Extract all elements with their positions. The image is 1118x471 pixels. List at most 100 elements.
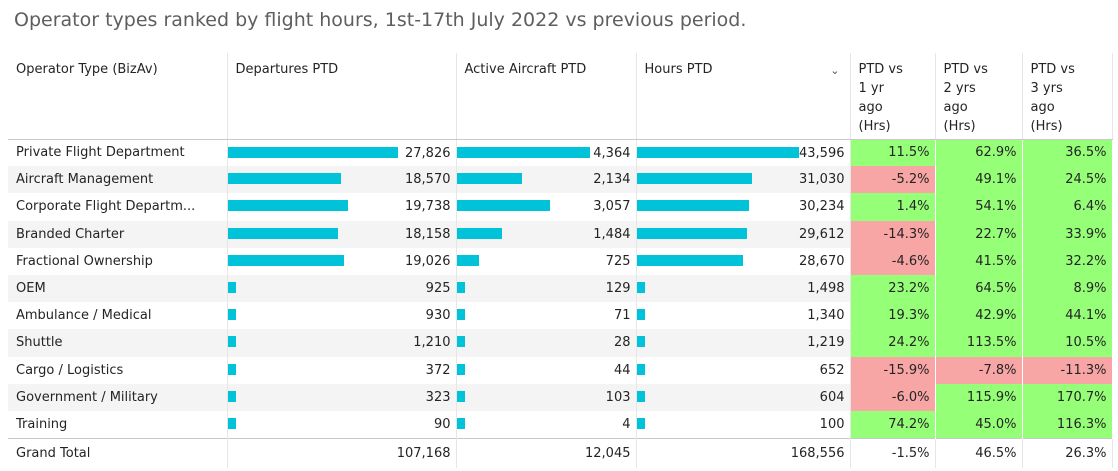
table-row[interactable]: OEM 925 129 1,498 23.2% 64.5% 8.9% bbox=[8, 274, 1113, 303]
row-departures-cell: 925 bbox=[227, 274, 457, 303]
column-header-hours[interactable]: Hours PTD ⌄ bbox=[636, 53, 851, 140]
column-header-pct2[interactable]: PTD vs 2 yrs ago (Hrs) bbox=[935, 53, 1023, 140]
aircraft-bar bbox=[456, 281, 465, 293]
departures-bar bbox=[227, 390, 236, 402]
row-pct1-cell: -6.0% bbox=[850, 383, 936, 411]
table-row[interactable]: Fractional Ownership 19,026 725 28,670 -4.6%… bbox=[8, 247, 1113, 275]
total-pct2: 46.5% bbox=[935, 437, 1023, 469]
row-pct2-cell: 54.1% bbox=[935, 193, 1023, 221]
table-row[interactable]: Branded Charter 18,158 1,484 29,612 -14.3% 22… bbox=[8, 220, 1113, 248]
table-row[interactable]: Aircraft Management 18,570 2,134 31,030 -5.2… bbox=[8, 166, 1113, 194]
column-header-pct3[interactable]: PTD vs 3 yrs ago (Hrs) bbox=[1022, 53, 1113, 140]
departures-value: 18,570 bbox=[405, 172, 451, 188]
aircraft-bar bbox=[456, 363, 465, 375]
total-aircraft: 12,045 bbox=[456, 437, 637, 469]
row-pct1-cell: -5.2% bbox=[850, 166, 936, 194]
aircraft-value: 725 bbox=[605, 253, 631, 269]
row-pct3-cell: -11.3% bbox=[1022, 356, 1113, 384]
aircraft-value: 129 bbox=[605, 280, 631, 296]
departures-value: 19,026 bbox=[405, 253, 451, 269]
row-pct3-cell: 36.5% bbox=[1022, 139, 1113, 167]
row-departures-cell: 90 bbox=[227, 410, 457, 439]
row-pct2-cell: 45.0% bbox=[935, 410, 1023, 439]
hours-value: 30,234 bbox=[799, 199, 845, 215]
column-header-aircraft[interactable]: Active Aircraft PTD bbox=[456, 53, 637, 140]
table-row[interactable]: Government / Military 323 103 604 -6.0% 115.9… bbox=[8, 383, 1113, 411]
hours-value: 100 bbox=[819, 416, 845, 432]
row-operator-label: Shuttle bbox=[8, 329, 228, 357]
row-hours-cell: 43,596 bbox=[636, 139, 851, 167]
column-header-operator[interactable]: Operator Type (BizAv) bbox=[8, 53, 228, 140]
total-label: Grand Total bbox=[8, 437, 228, 469]
row-aircraft-cell: 71 bbox=[456, 302, 637, 330]
aircraft-value: 4,364 bbox=[593, 145, 631, 161]
table-row[interactable]: Cargo / Logistics 372 44 652 -15.9% -7.8% -11.… bbox=[8, 356, 1113, 384]
row-pct1-cell: -14.3% bbox=[850, 220, 936, 248]
table-row[interactable]: Corporate Flight Departm... 19,738 3,057 30… bbox=[8, 193, 1113, 221]
departures-value: 18,158 bbox=[405, 226, 451, 242]
row-aircraft-cell: 103 bbox=[456, 383, 637, 411]
row-hours-cell: 100 bbox=[636, 410, 851, 439]
column-header-departures[interactable]: Departures PTD bbox=[227, 53, 457, 140]
total-hours: 168,556 bbox=[636, 437, 851, 469]
row-operator-label: Private Flight Department bbox=[8, 139, 228, 167]
row-pct3-cell: 24.5% bbox=[1022, 166, 1113, 194]
table-row[interactable]: Ambulance / Medical 930 71 1,340 19.3% 42.9% 4… bbox=[8, 302, 1113, 330]
hours-bar bbox=[636, 173, 752, 185]
aircraft-bar bbox=[456, 227, 502, 239]
departures-value: 90 bbox=[433, 416, 451, 432]
table-row[interactable]: Shuttle 1,210 28 1,219 24.2% 113.5% 10.5% bbox=[8, 329, 1113, 357]
aircraft-value: 3,057 bbox=[593, 199, 631, 215]
hours-bar bbox=[636, 336, 645, 348]
row-departures-cell: 27,826 bbox=[227, 139, 457, 167]
row-departures-cell: 1,210 bbox=[227, 329, 457, 357]
row-hours-cell: 604 bbox=[636, 383, 851, 411]
row-pct3-cell: 116.3% bbox=[1022, 410, 1113, 439]
row-aircraft-cell: 28 bbox=[456, 329, 637, 357]
hours-value: 1,498 bbox=[807, 280, 845, 296]
row-pct3-cell: 44.1% bbox=[1022, 302, 1113, 330]
row-pct1-cell: 1.4% bbox=[850, 193, 936, 221]
row-pct2-cell: 41.5% bbox=[935, 247, 1023, 275]
row-pct2-cell: 113.5% bbox=[935, 329, 1023, 357]
aircraft-bar bbox=[456, 417, 465, 429]
aircraft-value: 1,484 bbox=[593, 226, 631, 242]
row-aircraft-cell: 4 bbox=[456, 410, 637, 439]
row-operator-label: Government / Military bbox=[8, 383, 228, 411]
row-pct1-cell: -15.9% bbox=[850, 356, 936, 384]
row-operator-label: Training bbox=[8, 410, 228, 439]
row-hours-cell: 31,030 bbox=[636, 166, 851, 194]
departures-value: 19,738 bbox=[405, 199, 451, 215]
aircraft-bar bbox=[456, 200, 550, 212]
total-departures: 107,168 bbox=[227, 437, 457, 469]
column-header-pct1[interactable]: PTD vs 1 yr ago (Hrs) bbox=[850, 53, 936, 140]
aircraft-bar bbox=[456, 173, 522, 185]
row-pct2-cell: 62.9% bbox=[935, 139, 1023, 167]
aircraft-bar bbox=[456, 254, 479, 266]
departures-bar bbox=[227, 363, 236, 375]
row-aircraft-cell: 1,484 bbox=[456, 220, 637, 248]
row-hours-cell: 1,219 bbox=[636, 329, 851, 357]
departures-bar bbox=[227, 417, 236, 429]
aircraft-bar bbox=[456, 309, 465, 321]
aircraft-bar bbox=[456, 146, 590, 158]
chevron-down-icon[interactable]: ⌄ bbox=[830, 64, 840, 77]
row-pct1-cell: 11.5% bbox=[850, 139, 936, 167]
row-departures-cell: 372 bbox=[227, 356, 457, 384]
hours-bar bbox=[636, 200, 749, 212]
row-departures-cell: 323 bbox=[227, 383, 457, 411]
row-departures-cell: 19,738 bbox=[227, 193, 457, 221]
row-hours-cell: 30,234 bbox=[636, 193, 851, 221]
hours-bar bbox=[636, 309, 645, 321]
row-hours-cell: 1,340 bbox=[636, 302, 851, 330]
row-pct2-cell: 22.7% bbox=[935, 220, 1023, 248]
table-row[interactable]: Private Flight Department 27,826 4,364 43,5… bbox=[8, 139, 1113, 167]
departures-bar bbox=[227, 336, 236, 348]
row-operator-label: OEM bbox=[8, 274, 228, 303]
row-pct3-cell: 8.9% bbox=[1022, 274, 1113, 303]
table-row[interactable]: Training 90 4 100 74.2% 45.0% 116.3% bbox=[8, 410, 1113, 439]
departures-value: 930 bbox=[425, 308, 451, 324]
departures-bar bbox=[227, 227, 339, 239]
aircraft-value: 28 bbox=[613, 335, 631, 351]
row-pct1-cell: 24.2% bbox=[850, 329, 936, 357]
